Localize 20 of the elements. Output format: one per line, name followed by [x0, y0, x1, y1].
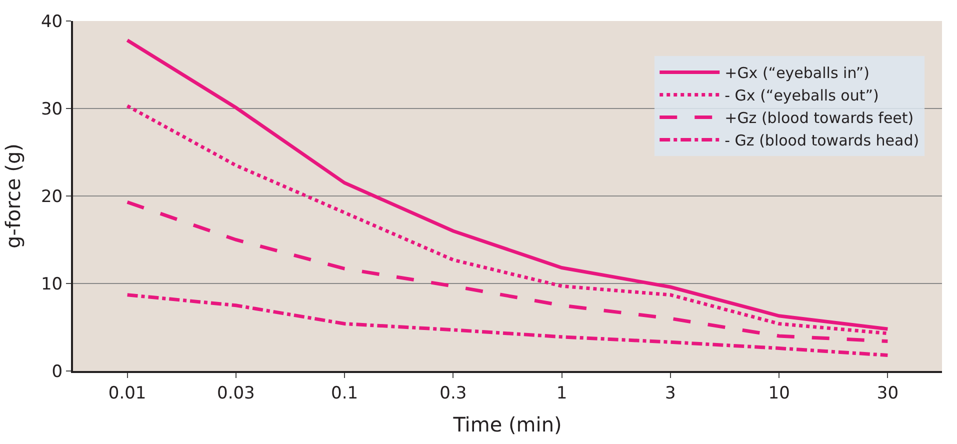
- legend-label: - Gx (“eyeballs out”): [724, 86, 879, 105]
- y-tick-label: 0: [52, 362, 63, 382]
- x-tick-label: 10: [768, 383, 790, 404]
- y-axis-title: g-force (g): [0, 144, 25, 248]
- x-tick-label: 3: [665, 383, 676, 404]
- x-tick-label: 0.01: [108, 383, 146, 404]
- legend-label: - Gz (blood towards head): [724, 132, 920, 150]
- y-tick-label: 20: [40, 186, 63, 207]
- y-tick-label: 10: [40, 274, 63, 294]
- x-tick-label: 0.3: [440, 383, 467, 404]
- x-axis-title: Time (min): [452, 412, 562, 436]
- line-series: [126, 293, 890, 357]
- x-tick-label: 1: [556, 383, 568, 404]
- x-tick-label: 0.03: [217, 383, 255, 404]
- legend-label: +Gz (blood towards feet): [724, 109, 914, 128]
- x-tick-label: 0.1: [331, 383, 358, 404]
- legend-label: +Gx (“eyeballs in”): [724, 64, 870, 82]
- x-tick-label: 30: [876, 383, 899, 404]
- y-tick-label: 40: [40, 12, 63, 32]
- y-tick-label: 30: [40, 99, 63, 120]
